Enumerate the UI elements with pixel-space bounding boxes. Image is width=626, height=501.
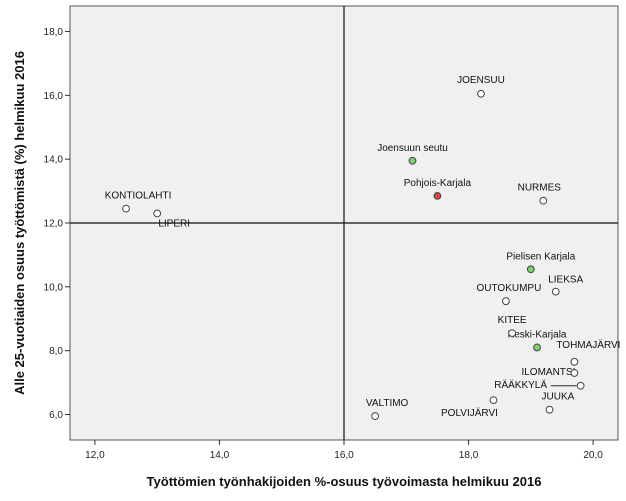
y-tick-label: 18,0 [44,27,64,38]
point-label: ILOMANTSI [521,367,575,378]
x-tick-label: 18,0 [459,450,479,461]
y-tick-label: 12,0 [44,219,64,230]
data-point [533,343,541,352]
point-label: JOENSUU [457,75,505,86]
data-point [408,156,417,165]
data-point [489,396,498,405]
data-point [570,357,579,366]
y-tick-label: 8,0 [49,346,63,357]
data-point [502,297,510,306]
x-axis-title: Työttömien työnhakijoiden %-osuus työvoi… [147,474,542,489]
data-point [551,287,560,296]
x-tick-label: 20,0 [583,450,603,461]
y-axis-title: Alle 25-vuotiaiden osuus työttömistä (%)… [12,51,27,395]
point-label: Keski-Karjala [508,329,567,340]
x-tick-label: 16,0 [334,450,354,461]
x-tick-label: 12,0 [85,450,105,461]
data-point [526,265,535,274]
data-point [508,329,517,337]
point-label: OUTOKUMPU [476,283,541,294]
point-label: VALTIMO [366,398,409,409]
point-label: Pohjois-Karjala [404,178,472,189]
point-labels: JOENSUU Joensuun seutu Pohjois-Karjala NURM… [105,75,621,419]
point-label: Pielisen Karjala [506,251,575,262]
point-label: NURMES [518,183,562,194]
data-point [433,191,442,200]
data-point [122,204,130,213]
y-tick-label: 16,0 [44,91,64,102]
data-points [122,89,585,420]
data-point [545,405,554,414]
point-label: TOHMAJÄRVI [556,339,620,351]
data-point [477,89,485,98]
point-label: JUUKA [542,392,575,403]
data-point [371,412,380,420]
data-point [539,196,548,205]
data-point [153,209,162,218]
data-point [570,369,579,377]
point-label: LIEKSA [548,275,583,286]
point-label: KITEE [498,315,527,326]
point-label: LIPERI [158,218,190,229]
point-label: KONTIOLAHTI [105,191,172,202]
reference-lines [70,6,618,440]
y-tick-label: 14,0 [44,155,64,166]
point-label: Joensuun seutu [377,143,448,154]
data-point [576,381,585,390]
axis-ticks: 12,0 14,0 16,0 18,0 20,0 6,0 8,0 10,0 12,0 14,0 16… [44,27,604,461]
x-tick-label: 14,0 [210,450,230,461]
y-tick-label: 10,0 [44,282,64,293]
y-tick-label: 6,0 [49,410,63,421]
point-label: POLVIJÄRVI [441,407,498,419]
point-label: RÄÄKKYLÄ [494,379,547,391]
